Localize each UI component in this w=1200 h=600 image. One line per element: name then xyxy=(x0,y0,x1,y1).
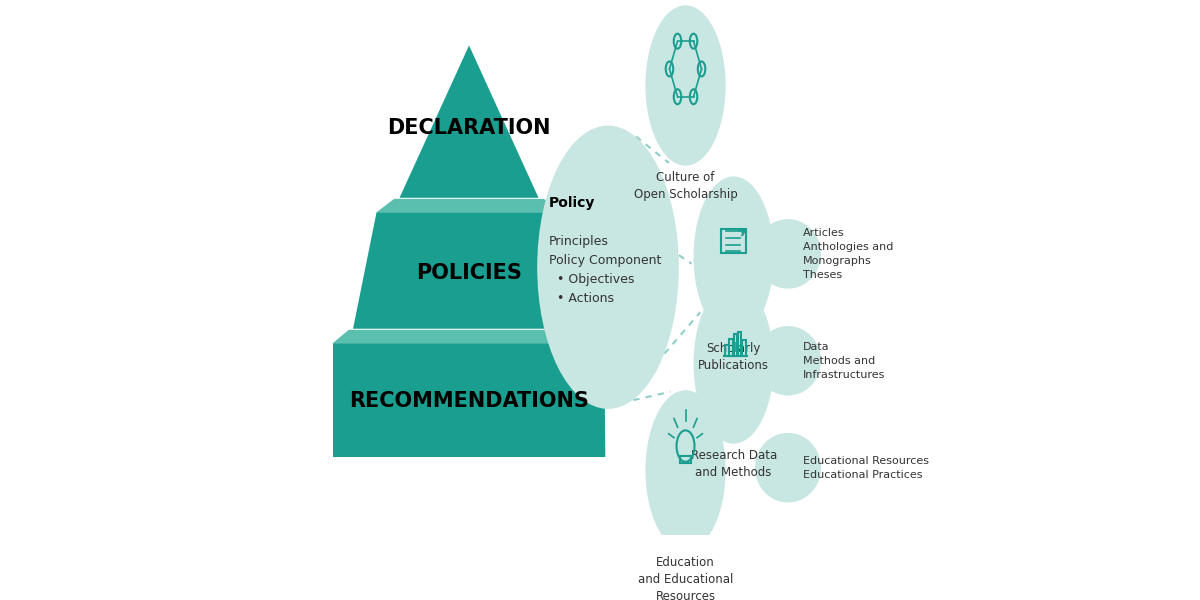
Text: Data
Methods and
Infrastructures: Data Methods and Infrastructures xyxy=(803,342,886,380)
Text: Education
and Educational
Resources: Education and Educational Resources xyxy=(638,556,733,600)
Ellipse shape xyxy=(538,125,679,409)
Polygon shape xyxy=(377,199,562,212)
Polygon shape xyxy=(755,219,821,289)
Bar xyxy=(738,332,742,356)
Polygon shape xyxy=(353,212,586,329)
Bar xyxy=(730,339,733,356)
Ellipse shape xyxy=(694,176,774,337)
Ellipse shape xyxy=(694,283,774,443)
Polygon shape xyxy=(755,433,821,502)
Polygon shape xyxy=(755,326,821,395)
Bar xyxy=(680,456,690,463)
Text: Educational Resources
Educational Practices: Educational Resources Educational Practi… xyxy=(803,456,929,480)
Text: Articles
Anthologies and
Monographs
Theses: Articles Anthologies and Monographs Thes… xyxy=(803,228,894,280)
Polygon shape xyxy=(332,343,605,457)
Text: POLICIES: POLICIES xyxy=(416,263,522,283)
Bar xyxy=(733,334,737,356)
Polygon shape xyxy=(400,46,539,198)
Text: RECOMMENDATIONS: RECOMMENDATIONS xyxy=(349,391,589,411)
Bar xyxy=(743,340,745,356)
Text: Policy: Policy xyxy=(550,196,595,210)
Polygon shape xyxy=(332,330,605,343)
Bar xyxy=(725,345,728,356)
Text: Scholarly
Publications: Scholarly Publications xyxy=(698,342,769,372)
Text: Culture of
Open Scholarship: Culture of Open Scholarship xyxy=(634,171,737,201)
Text: DECLARATION: DECLARATION xyxy=(388,118,551,138)
Ellipse shape xyxy=(646,5,726,166)
Text: Research Data
and Methods: Research Data and Methods xyxy=(690,449,776,479)
Ellipse shape xyxy=(646,390,726,551)
Text: Principles
Policy Component
  • Objectives
  • Actions: Principles Policy Component • Objectives… xyxy=(550,235,661,305)
